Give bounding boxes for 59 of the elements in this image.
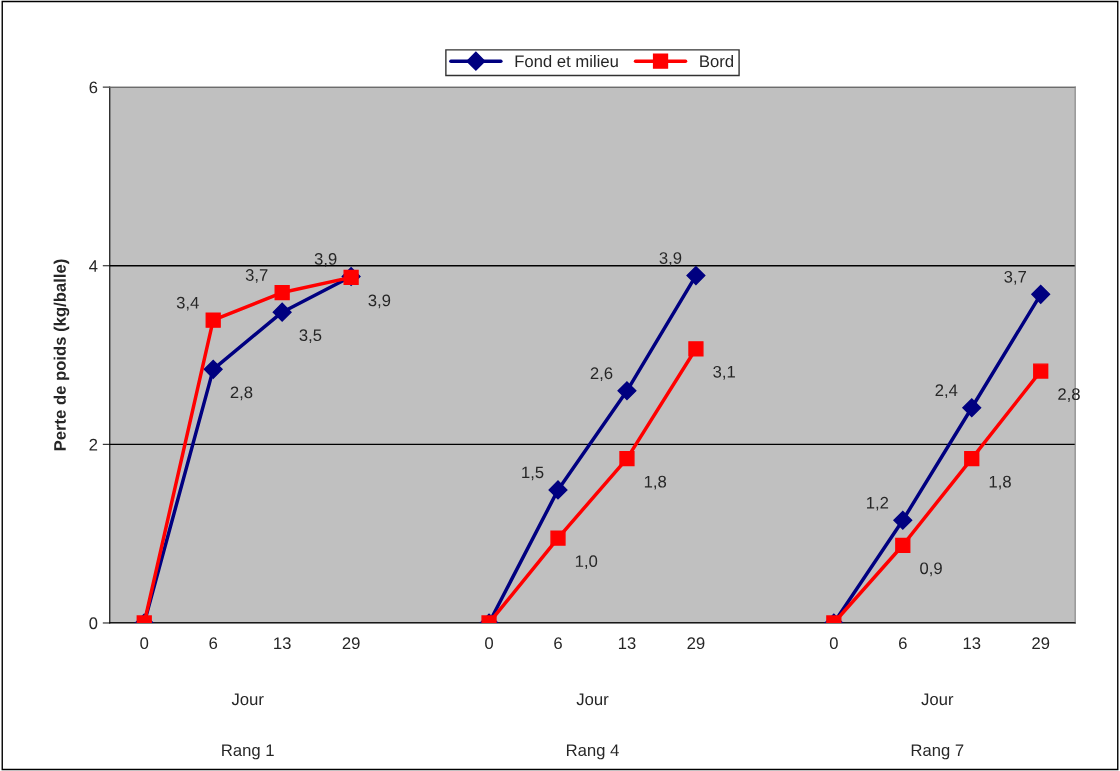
text: Jour [231,693,264,706]
y-tick-label: 4 [89,260,98,272]
x-tick-label: 29 [342,637,360,650]
x-tick-label: 0 [485,637,494,650]
point [274,284,290,301]
data-label: 3,5 [299,329,322,344]
data-label: 2,8 [230,386,253,401]
text: Rang 4 [566,744,619,760]
point [203,359,223,379]
point [962,398,982,418]
x-tick-label: 29 [1032,637,1050,650]
y-tick-label: 2 [89,438,98,451]
point [550,530,566,546]
x-tick-label: 13 [963,637,981,650]
data-label: 3,4 [176,296,199,311]
y-axis-title: Perte de poids (kg/balle) [53,259,70,451]
data-label: 2,6 [590,367,613,382]
point [895,537,911,553]
text: Jour [921,693,954,706]
data-label: 1,5 [522,466,544,481]
point [1031,284,1051,304]
point [688,341,704,357]
text: Rang 1 [222,744,274,760]
data-label: 3,9 [314,253,337,267]
x-tick-label: 0 [829,637,838,650]
x-tick-label: 13 [274,637,291,650]
data-label: 3,7 [245,269,268,283]
x-tick-label: 6 [554,637,562,650]
data-label: 2,8 [1058,388,1080,402]
point [548,480,568,500]
x-tick-label: 29 [687,637,705,650]
point [272,302,292,322]
data-label: 3,1 [713,365,735,380]
y-tick-label: 6 [89,81,98,94]
point [617,381,637,401]
y-tick-label: 0 [89,617,98,630]
point [205,312,221,328]
data-label: 3,9 [368,294,391,309]
x-tick-label: 6 [899,637,907,650]
data-label: 1,2 [867,496,889,511]
data-label: 3,9 [659,252,682,266]
text: Rang 7 [911,744,964,760]
data-label: 1,8 [644,475,667,490]
point [893,510,913,530]
data-label: 3,7 [1004,270,1026,285]
data-label: 0,9 [920,562,942,577]
point [964,451,980,467]
point [686,266,706,286]
x-tick-label: 0 [140,637,149,650]
point [619,451,635,467]
legend-label: Bord [700,54,734,68]
data-label: 1,8 [989,475,1011,490]
x-tick-label: 13 [618,637,636,650]
legend-label: Fond et milieu [515,54,618,68]
data-label: 2,4 [935,384,958,399]
data-label: 1,0 [575,555,598,569]
text: Jour [576,693,609,706]
x-tick-label: 6 [209,637,218,650]
point [1033,363,1049,379]
